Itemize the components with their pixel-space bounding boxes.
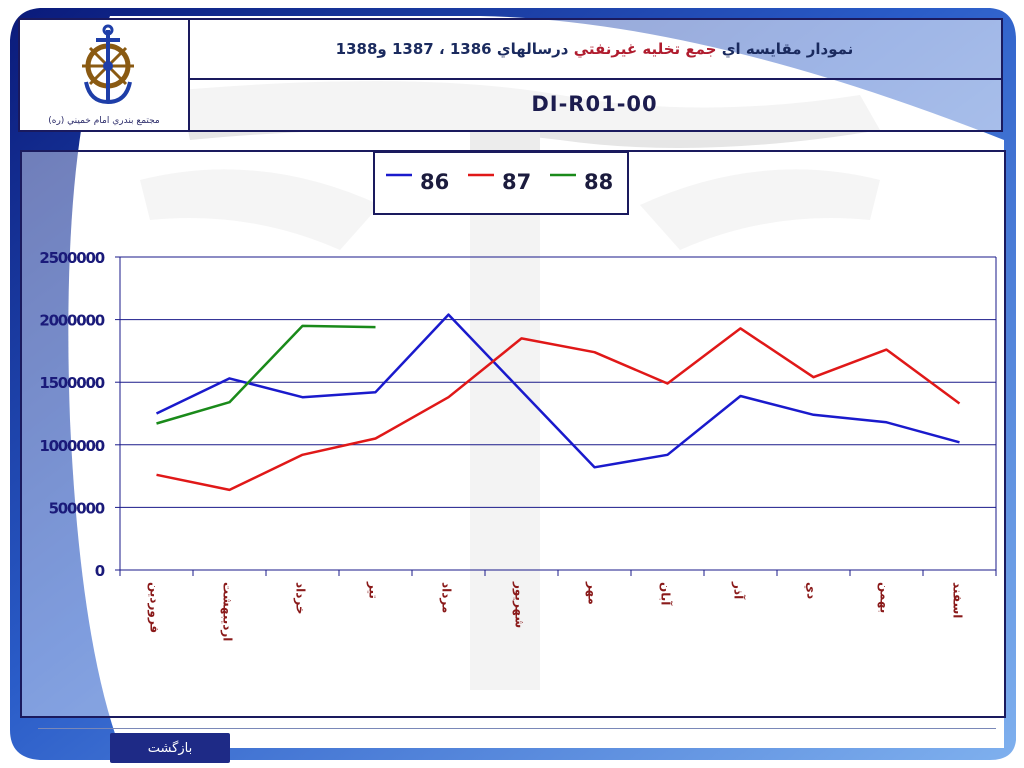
x-tick-label: دي bbox=[805, 582, 819, 599]
series-line-88 bbox=[156, 324, 376, 425]
x-tick-label: فروردين bbox=[147, 582, 162, 633]
logo-cell: مجتمع بندري امام خميني (ره) bbox=[20, 20, 190, 130]
x-tick-label: آذر bbox=[732, 581, 747, 600]
y-tick-label: 1500000 bbox=[39, 374, 104, 392]
x-tick-label: ارديبهشت bbox=[221, 582, 235, 641]
title-prefix: نمودار مقايسه اي bbox=[716, 40, 854, 58]
legend-box bbox=[373, 151, 629, 215]
header-table: مجتمع بندري امام خميني (ره) نمودار مقايس… bbox=[18, 18, 1003, 132]
anchor-wheel-logo-icon bbox=[82, 24, 134, 105]
code-cell: DI-R01-00 bbox=[188, 78, 1001, 130]
legend-label: 86 bbox=[420, 170, 449, 194]
footer-divider bbox=[38, 728, 996, 729]
x-tick-label: تير bbox=[367, 581, 381, 599]
legend-label: 87 bbox=[502, 170, 531, 194]
y-tick-label: 500000 bbox=[49, 499, 105, 517]
x-tick-label: مرداد bbox=[440, 582, 454, 613]
title-highlight: جمع تخليه غيرنفتي bbox=[573, 40, 717, 58]
series-line-87 bbox=[156, 327, 961, 492]
back-button[interactable]: بازگشت bbox=[110, 733, 230, 763]
document-code: DI-R01-00 bbox=[531, 92, 658, 116]
page-title: نمودار مقايسه اي جمع تخليه غيرنفتي درسال… bbox=[336, 40, 854, 58]
series-line-86 bbox=[155, 313, 960, 469]
y-tick-label: 2500000 bbox=[39, 249, 104, 267]
y-tick-label: 1000000 bbox=[39, 437, 104, 455]
y-tick-label: 0 bbox=[95, 562, 105, 580]
logo-caption: مجتمع بندري امام خميني (ره) bbox=[48, 116, 160, 126]
x-tick-label: مهر bbox=[586, 581, 600, 605]
title-suffix: درسالهاي 1386 ، 1387 و1388 bbox=[335, 40, 574, 58]
legend-label: 88 bbox=[584, 170, 613, 194]
chart-frame bbox=[20, 150, 1006, 718]
title-cell: نمودار مقايسه اي جمع تخليه غيرنفتي درسال… bbox=[188, 20, 1001, 80]
x-tick-label: آبان bbox=[659, 582, 674, 606]
x-tick-label: اسفند bbox=[951, 582, 965, 618]
x-tick-label: شهريور bbox=[512, 581, 527, 628]
x-tick-label: بهمن bbox=[878, 582, 892, 613]
y-tick-label: 2000000 bbox=[39, 312, 104, 330]
x-tick-label: خرداد bbox=[294, 582, 308, 615]
